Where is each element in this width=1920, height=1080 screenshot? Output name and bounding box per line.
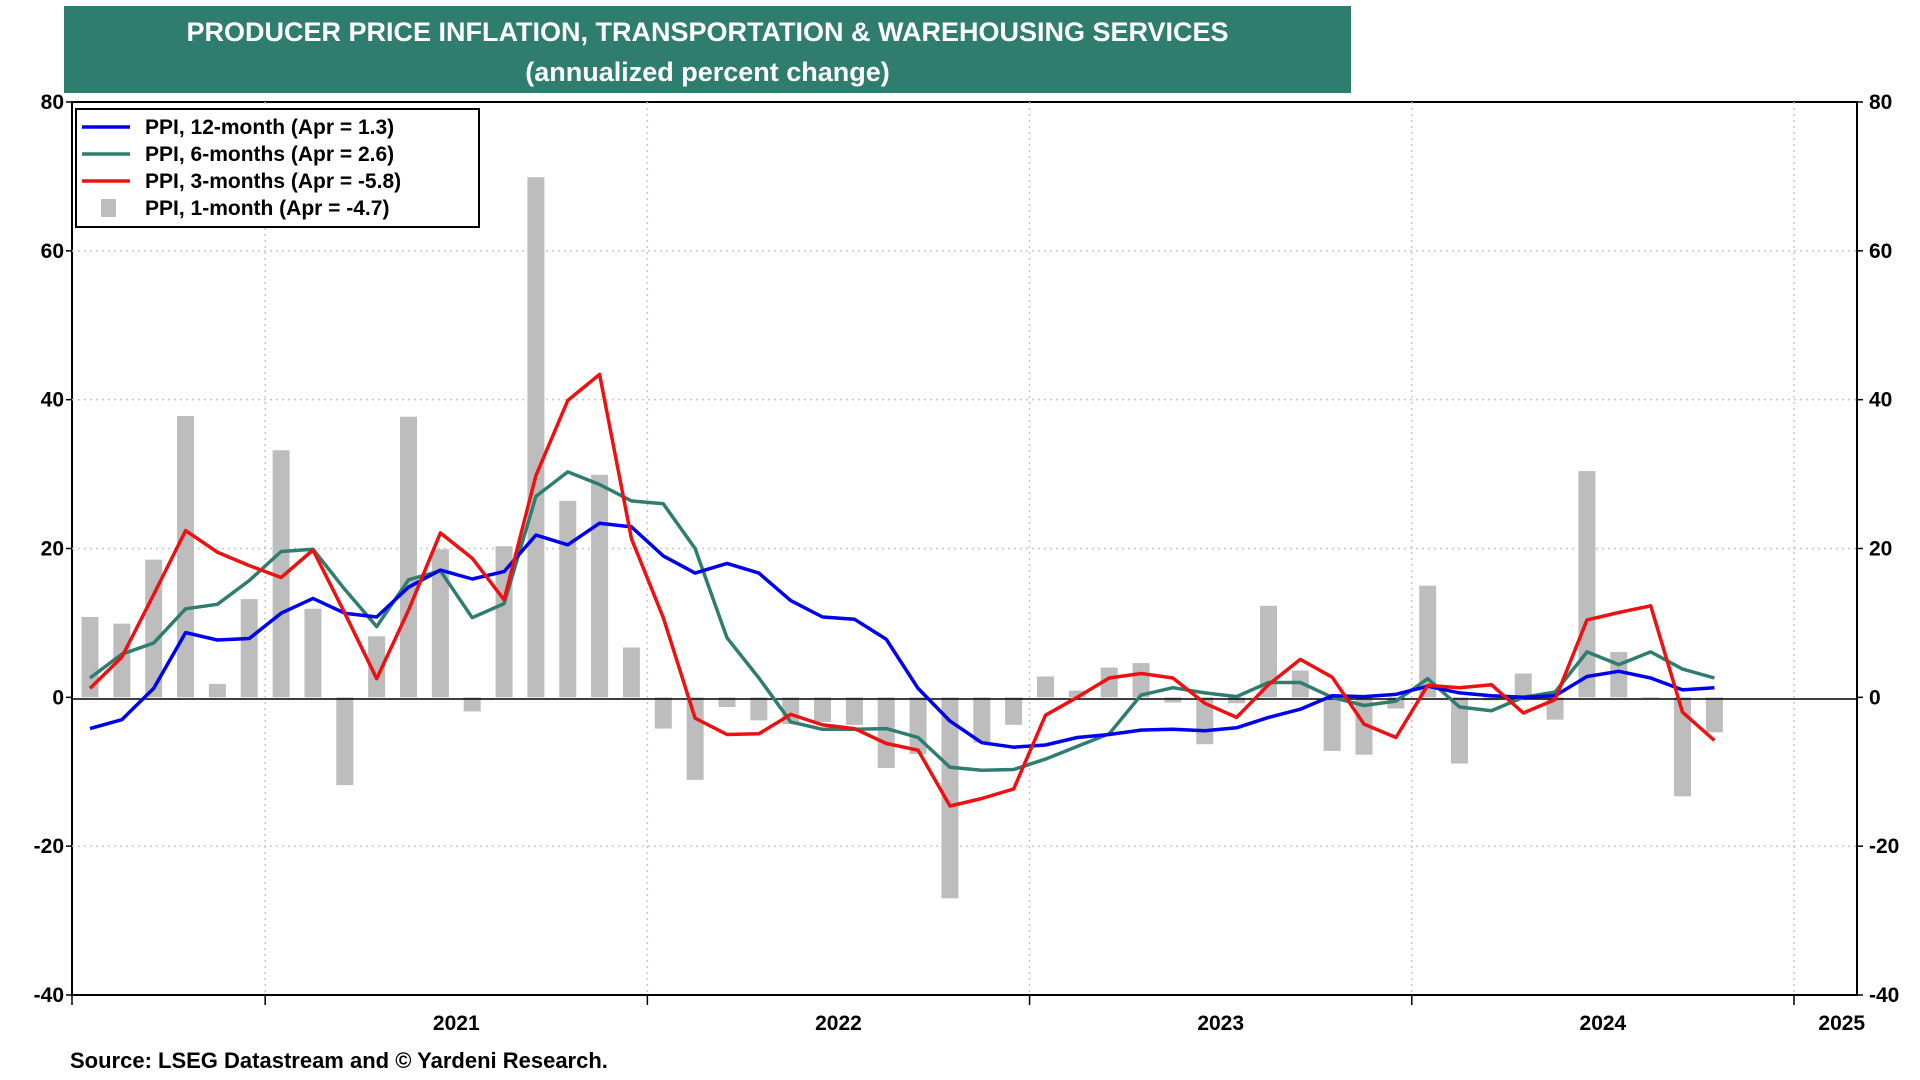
y-tick-label-right: 80 [1869,91,1892,114]
bar-ppi-1-month [1323,697,1341,751]
bar-ppi-1-month [304,608,322,698]
bar-ppi-1-month [240,599,258,698]
bar-ppi-1-month [527,177,545,698]
grid-lines [72,102,1857,995]
bar-ppi-1-month [208,683,226,698]
bar-ppi-1-month [1674,697,1691,797]
x-tick-label: 2021 [433,1012,480,1035]
bar-ppi-1-month [1514,673,1532,698]
y-tick-label-right: 40 [1869,389,1892,412]
bar-ppi-1-month [113,623,131,698]
bar-ppi-1-month [368,636,386,698]
bar-ppi-1-month [1387,697,1405,709]
series-line-ppi-6-months [88,470,1715,773]
bar-ppi-1-month [814,697,832,722]
bar-ppi-1-month [591,474,609,698]
y-tick-label-left: 60 [41,240,64,263]
bar-ppi-1-month [495,546,513,698]
bar-ppi-1-month [400,416,417,698]
bar-ppi-1-month [1164,697,1182,703]
legend-box [75,108,480,228]
bar-ppi-1-month [750,697,768,721]
legend: PPI, 12-month (Apr = 1.3) PPI, 6-months (… [75,108,480,228]
y-tick-label-right: -40 [1869,984,1899,1007]
bar-ppi-1-month [177,416,195,698]
bar-ppi-1-month [622,647,640,698]
bar-ppi-1-month [1705,697,1723,733]
bar-ppi-1-month [1451,697,1469,764]
y-tick-label-right: 20 [1869,538,1892,561]
bar-ppi-1-month [686,697,704,780]
bar-ppi-1-month [654,697,672,729]
legend-swatch-bar [101,199,116,217]
x-tick-label: 2022 [815,1012,862,1035]
legend-label: PPI, 12-month (Apr = 1.3) [145,116,394,139]
bar-ppi-1-month [1037,676,1054,698]
bar-ppi-1-month [81,616,99,698]
chart-title-box: PRODUCER PRICE INFLATION, TRANSPORTATION… [64,6,1351,93]
bar-ppi-1-month [877,697,895,769]
x-tick-label: 2025 [1818,1012,1865,1035]
y-tick-label-left: -40 [34,984,64,1007]
bar-ppi-1-month [1005,697,1023,725]
y-tick-label-left: 0 [52,686,64,709]
line-series [88,372,1716,808]
x-tick-label: 2024 [1580,1012,1627,1035]
series-line-ppi-12-month [89,521,1715,749]
bar-ppi-1-month [1196,697,1214,745]
bar-ppi-1-month [1259,605,1277,698]
bar-ppi-1-month [1132,663,1150,698]
bar-ppi-1-month [463,697,481,712]
bar-ppi-1-month [1419,585,1437,698]
series-line-ppi-3-months [88,372,1716,808]
bar-ppi-1-month [941,697,959,899]
bar-ppi-1-month [336,697,354,786]
y-tick-label-right: -20 [1869,835,1899,858]
y-tick-label-left: 40 [41,389,64,412]
bar-ppi-1-month [1610,651,1628,698]
y-tick-label-left: 80 [41,91,64,114]
bar-series [81,177,1723,899]
bar-ppi-1-month [845,697,863,725]
x-tick-label: 2023 [1197,1012,1244,1035]
source-note: Source: LSEG Datastream and © Yardeni Re… [70,1048,608,1073]
bar-ppi-1-month [1100,667,1118,698]
bar-ppi-1-month [973,697,991,743]
y-tick-label-left: -20 [34,835,64,858]
bar-ppi-1-month [431,549,449,698]
y-tick-label-right: 60 [1869,240,1892,263]
y-tick-label-right: 0 [1869,686,1881,709]
y-tick-label-left: 20 [41,538,64,561]
bar-ppi-1-month [1578,471,1596,698]
legend-label: PPI, 3-months (Apr = -5.8) [145,170,401,193]
axes: -40 -40 -20 -20 0 0 20 20 40 40 60 60 80 80 2021 2022 20… [34,91,1900,1035]
bar-ppi-1-month [1228,697,1246,704]
legend-label: PPI, 1-month (Apr = -4.7) [145,197,389,220]
bar-ppi-1-month [1068,690,1086,698]
bar-ppi-1-month [145,559,163,698]
chart-subtitle: (annualized percent change) [525,57,890,87]
chart-title: PRODUCER PRICE INFLATION, TRANSPORTATION… [186,17,1229,47]
bar-ppi-1-month [718,697,736,708]
legend-label: PPI, 6-months (Apr = 2.6) [145,143,394,166]
bar-ppi-1-month [272,450,290,698]
bar-ppi-1-month [1642,697,1660,699]
bar-ppi-1-month [559,500,577,698]
